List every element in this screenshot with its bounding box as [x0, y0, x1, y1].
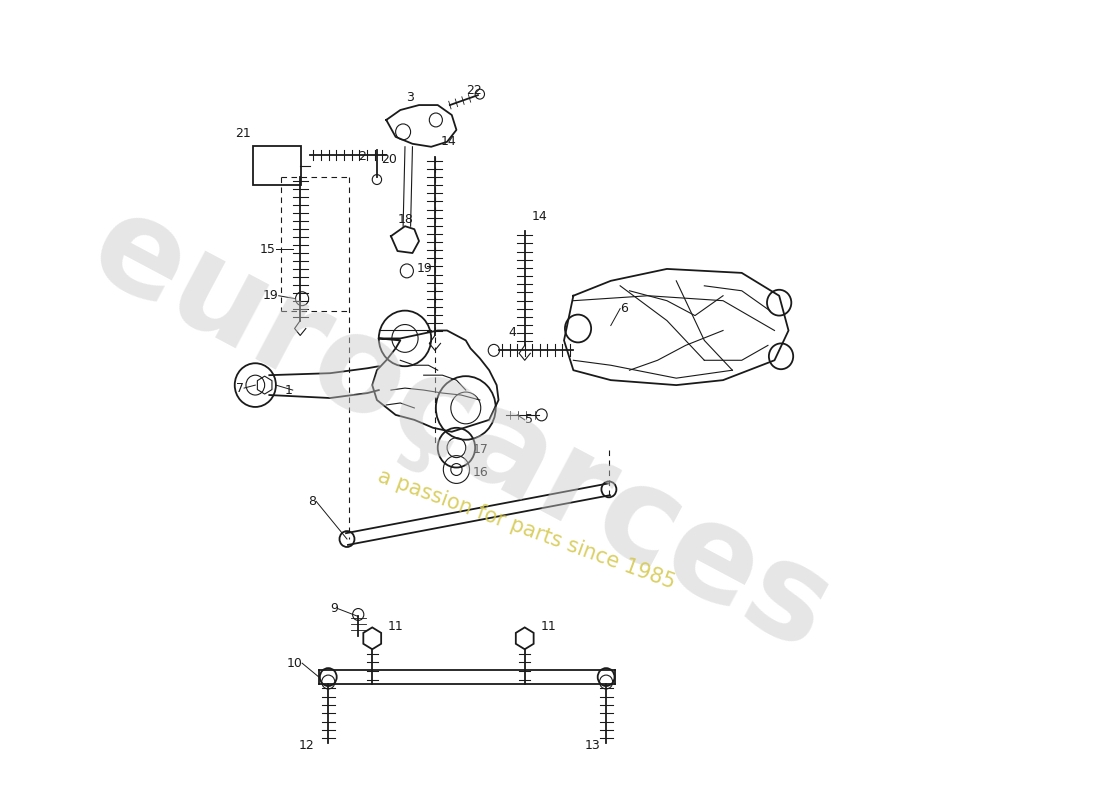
Text: 21: 21: [235, 127, 251, 140]
Text: 14: 14: [440, 135, 456, 148]
Text: 11: 11: [388, 620, 404, 633]
Text: 7: 7: [236, 382, 244, 394]
Text: a passion for parts since 1985: a passion for parts since 1985: [375, 466, 678, 592]
Text: 22: 22: [465, 84, 482, 97]
Text: 19: 19: [263, 290, 278, 302]
Text: 5: 5: [525, 414, 532, 426]
Text: 9: 9: [330, 602, 338, 615]
Text: 14: 14: [531, 210, 547, 222]
Text: 18: 18: [397, 213, 414, 226]
Text: 4: 4: [508, 326, 516, 339]
Text: 12: 12: [299, 739, 315, 752]
Text: 11: 11: [540, 620, 557, 633]
Text: 16: 16: [472, 466, 488, 479]
Text: 10: 10: [286, 657, 302, 670]
Text: 1: 1: [285, 383, 293, 397]
Text: 2: 2: [358, 150, 365, 163]
Text: 3: 3: [406, 90, 414, 104]
Text: 8: 8: [308, 494, 316, 508]
Text: 13: 13: [584, 739, 600, 752]
Text: 15: 15: [260, 242, 276, 255]
Text: euroçarces: euroçarces: [70, 182, 853, 678]
Text: 6: 6: [620, 302, 628, 315]
Text: 17: 17: [472, 443, 488, 456]
Text: 20: 20: [382, 153, 397, 166]
Text: 19: 19: [416, 262, 432, 275]
